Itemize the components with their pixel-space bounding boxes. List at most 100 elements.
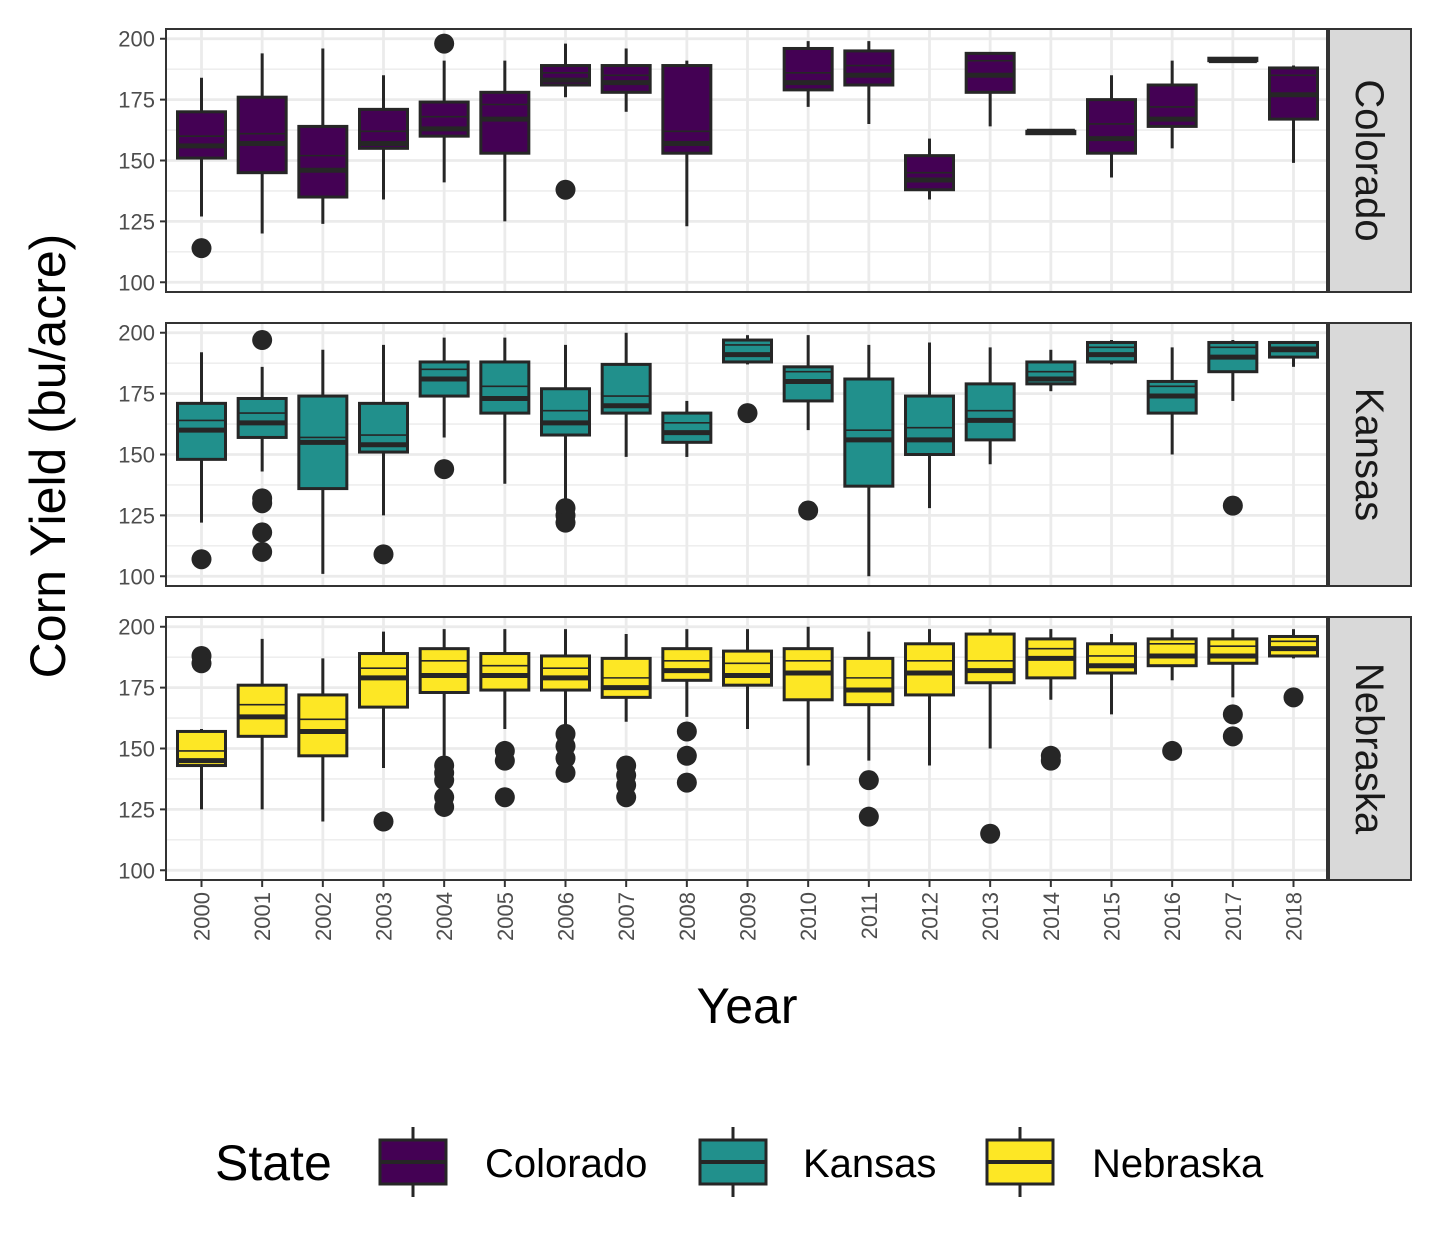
outlier-point xyxy=(494,750,515,771)
box-kansas-2005 xyxy=(479,337,531,484)
outlier-point xyxy=(252,522,273,543)
y-tick-label: 200 xyxy=(118,27,155,52)
x-tick-label: 2010 xyxy=(796,892,821,941)
box-colorado-2014 xyxy=(1025,128,1077,136)
outlier-point xyxy=(1283,687,1304,708)
box-colorado-2010 xyxy=(782,41,834,107)
x-tick-label: 2008 xyxy=(675,892,700,941)
x-tick-label: 2003 xyxy=(372,892,397,941)
legend-item-label: Nebraska xyxy=(1092,1142,1264,1186)
legend-item-kansas: Kansas xyxy=(698,1127,936,1197)
outlier-point xyxy=(1162,740,1183,761)
outlier-point xyxy=(252,493,273,514)
legend-item-label: Colorado xyxy=(485,1142,647,1186)
box-body xyxy=(236,95,288,175)
box-colorado-2005 xyxy=(479,60,531,222)
box-nebraska-2018 xyxy=(1268,629,1320,708)
x-tick-label: 2013 xyxy=(978,892,1003,941)
outlier-point xyxy=(191,549,212,570)
outlier-point xyxy=(252,330,273,351)
legend-item-label: Kansas xyxy=(803,1142,936,1186)
x-tick-label: 2002 xyxy=(311,892,336,941)
y-tick-label: 100 xyxy=(118,270,155,295)
box-kansas-2018 xyxy=(1268,340,1320,367)
box-body xyxy=(297,693,349,758)
box-kansas-2011 xyxy=(843,344,895,577)
facet-strip xyxy=(1328,616,1412,881)
box-body xyxy=(661,411,713,444)
facet-strip-label: Colorado xyxy=(1347,79,1391,241)
x-tick-label: 2018 xyxy=(1282,892,1307,941)
outlier-point xyxy=(555,748,576,769)
outlier-point xyxy=(616,787,637,808)
x-tick-label: 2016 xyxy=(1160,892,1185,941)
legend-item-nebraska: Nebraska xyxy=(985,1127,1264,1197)
outlier-point xyxy=(676,745,697,766)
box-body xyxy=(418,647,470,694)
box-kansas-2001 xyxy=(236,330,288,562)
x-tick-label: 2007 xyxy=(614,892,639,941)
facet-panel-nebraska: 100 125 150 175 200 Nebraska xyxy=(118,615,1412,883)
outlier-point xyxy=(798,500,819,521)
x-tick-label: 2014 xyxy=(1039,892,1064,941)
box-body xyxy=(964,382,1016,442)
box-body xyxy=(722,338,774,364)
x-tick-label: 2001 xyxy=(250,892,275,941)
box-kansas-2003 xyxy=(358,344,410,565)
outlier-point xyxy=(555,512,576,533)
box-nebraska-2005 xyxy=(479,629,531,808)
outlier-point xyxy=(434,796,455,817)
y-tick-label: 125 xyxy=(118,797,155,822)
panel-border xyxy=(165,616,1328,881)
box-body xyxy=(661,64,713,155)
box-nebraska-2006 xyxy=(540,629,592,783)
box-kansas-2009 xyxy=(722,335,774,424)
x-tick-label: 2009 xyxy=(736,892,761,941)
box-nebraska-2007 xyxy=(600,634,652,808)
box-nebraska-2001 xyxy=(236,638,288,810)
y-tick-label: 175 xyxy=(118,88,155,113)
y-tick-label: 100 xyxy=(118,564,155,589)
outlier-point xyxy=(252,541,273,562)
facet-panel-kansas: 100 125 150 175 200 Kansas xyxy=(118,321,1412,589)
outlier-point xyxy=(555,179,576,200)
box-kansas-2002 xyxy=(297,349,349,574)
box-nebraska-2004 xyxy=(418,629,470,817)
x-tick-label: 2004 xyxy=(432,892,457,941)
facet-panels: 100 125 150 175 200 Colorado 100 125 150 175 200 Ka… xyxy=(118,27,1412,883)
box-kansas-2006 xyxy=(540,344,592,533)
box-body xyxy=(1086,642,1138,675)
x-axis-title: Year xyxy=(696,978,797,1034)
outlier-point xyxy=(676,772,697,793)
box-nebraska-2013 xyxy=(964,629,1016,844)
box-nebraska-2000 xyxy=(176,645,227,810)
outlier-point xyxy=(737,403,758,424)
box-nebraska-2002 xyxy=(297,658,349,822)
box-colorado-2007 xyxy=(600,48,652,112)
outlier-point xyxy=(555,762,576,783)
facet-strip-label: Kansas xyxy=(1347,388,1391,521)
panel-border xyxy=(165,28,1328,293)
box-colorado-2008 xyxy=(661,60,713,227)
box-nebraska-2015 xyxy=(1086,634,1138,715)
x-tick-label: 2000 xyxy=(190,892,215,941)
outlier-point xyxy=(494,787,515,808)
box-colorado-2017 xyxy=(1207,56,1259,64)
box-body xyxy=(843,656,895,707)
box-body xyxy=(661,647,713,682)
box-body xyxy=(540,387,592,437)
facet-strip xyxy=(1328,322,1412,587)
box-nebraska-2008 xyxy=(661,629,713,793)
box-colorado-2011 xyxy=(843,41,895,124)
box-body xyxy=(600,64,652,94)
outlier-point xyxy=(980,823,1001,844)
outlier-point xyxy=(1040,750,1061,771)
outlier-point xyxy=(434,459,455,480)
outlier-point xyxy=(373,811,394,832)
box-nebraska-2009 xyxy=(722,629,774,730)
x-tick-label: 2011 xyxy=(857,892,882,939)
box-nebraska-2012 xyxy=(904,629,956,766)
outlier-point xyxy=(373,544,394,565)
y-tick-label: 175 xyxy=(118,382,155,407)
